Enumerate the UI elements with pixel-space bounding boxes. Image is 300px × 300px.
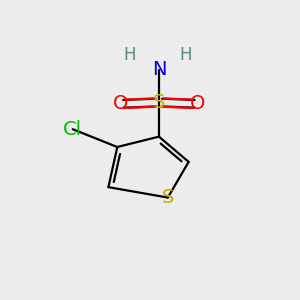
Text: S: S	[162, 188, 174, 207]
Text: N: N	[152, 60, 166, 79]
Text: S: S	[153, 93, 165, 112]
Text: Cl: Cl	[63, 120, 82, 139]
Text: H: H	[179, 46, 192, 64]
Text: O: O	[112, 94, 128, 113]
Text: O: O	[190, 94, 205, 113]
Text: H: H	[123, 46, 135, 64]
